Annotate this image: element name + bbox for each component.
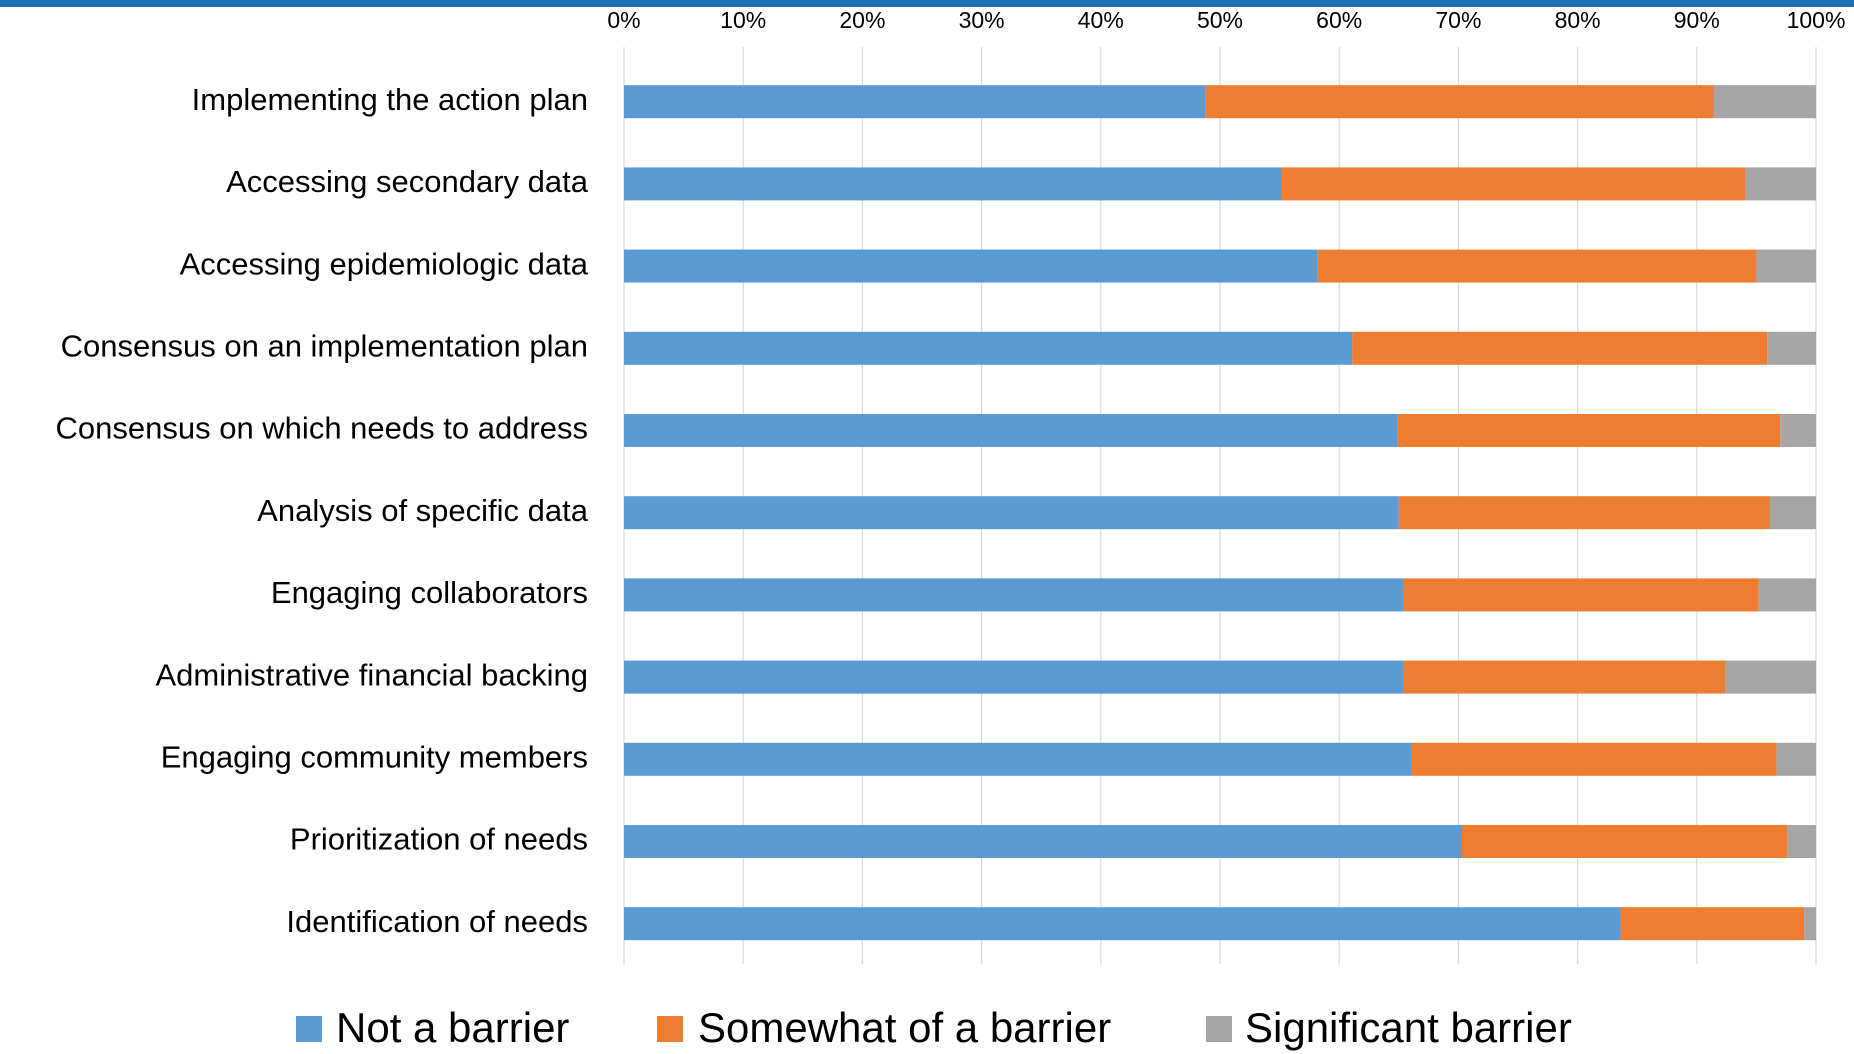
bar-segment xyxy=(1317,249,1757,283)
bar-segment xyxy=(1725,660,1816,694)
category-label: Implementing the action plan xyxy=(192,82,588,117)
legend-swatch xyxy=(657,1016,683,1042)
bar-segment xyxy=(1398,496,1770,530)
x-tick-label: 40% xyxy=(1078,7,1124,33)
category-label: Identification of needs xyxy=(286,904,588,939)
bar-segment xyxy=(624,331,1353,365)
bar-segment xyxy=(624,742,1412,776)
legend-label: Somewhat of a barrier xyxy=(698,1004,1111,1051)
bar-segment xyxy=(624,496,1399,530)
x-tick-label: 70% xyxy=(1435,7,1481,33)
legend-label: Significant barrier xyxy=(1245,1004,1572,1051)
x-tick-label: 100% xyxy=(1787,7,1846,33)
category-label: Engaging community members xyxy=(161,739,588,774)
bar-segment xyxy=(1461,825,1788,858)
bar-segment xyxy=(1780,414,1816,447)
x-tick-label: 50% xyxy=(1197,7,1243,33)
category-label: Analysis of specific data xyxy=(257,493,589,528)
x-tick-label: 60% xyxy=(1316,7,1362,33)
x-tick-label: 30% xyxy=(959,7,1005,33)
bar-segment xyxy=(624,578,1404,612)
bar-segment xyxy=(1713,85,1816,119)
bar-segment xyxy=(1403,660,1726,694)
bar-segment xyxy=(1411,742,1777,776)
x-tick-label: 0% xyxy=(607,7,640,33)
bar-segment xyxy=(624,85,1206,119)
bar-segment xyxy=(1397,414,1781,447)
bar-segment xyxy=(1767,331,1816,365)
bar-segment xyxy=(1769,496,1816,530)
bar-segment xyxy=(1776,742,1816,776)
bar-segment xyxy=(1281,167,1746,201)
bar-segment xyxy=(1205,85,1714,119)
bar-segment xyxy=(1745,167,1816,201)
bar-segment xyxy=(1352,331,1768,365)
category-label: Accessing secondary data xyxy=(226,164,589,199)
bar-segment xyxy=(1756,249,1816,283)
category-label: Prioritization of needs xyxy=(290,822,588,857)
x-tick-label: 80% xyxy=(1555,7,1601,33)
legend-swatch xyxy=(1206,1016,1232,1042)
category-label: Administrative financial backing xyxy=(156,657,589,692)
category-label: Engaging collaborators xyxy=(271,575,588,610)
category-label: Accessing epidemiologic data xyxy=(180,246,589,281)
bar-segment xyxy=(624,249,1318,283)
legend-swatch xyxy=(296,1016,322,1042)
bar-segment xyxy=(624,660,1404,694)
top-strip xyxy=(0,0,1854,7)
bar-segment xyxy=(1620,907,1805,941)
bar-segment xyxy=(1804,907,1816,941)
x-tick-label: 90% xyxy=(1674,7,1720,33)
bar-segment xyxy=(624,825,1462,858)
legend-label: Not a barrier xyxy=(336,1004,569,1051)
bar-segment xyxy=(1787,825,1816,858)
bar-segment xyxy=(624,167,1282,201)
category-label: Consensus on which needs to address xyxy=(56,411,589,446)
bar-segment xyxy=(1758,578,1816,612)
x-tick-label: 20% xyxy=(839,7,885,33)
bar-segment xyxy=(624,907,1621,941)
category-label: Consensus on an implementation plan xyxy=(61,328,588,363)
bar-segment xyxy=(624,414,1398,447)
bar-segment xyxy=(1403,578,1759,612)
x-tick-label: 10% xyxy=(720,7,766,33)
